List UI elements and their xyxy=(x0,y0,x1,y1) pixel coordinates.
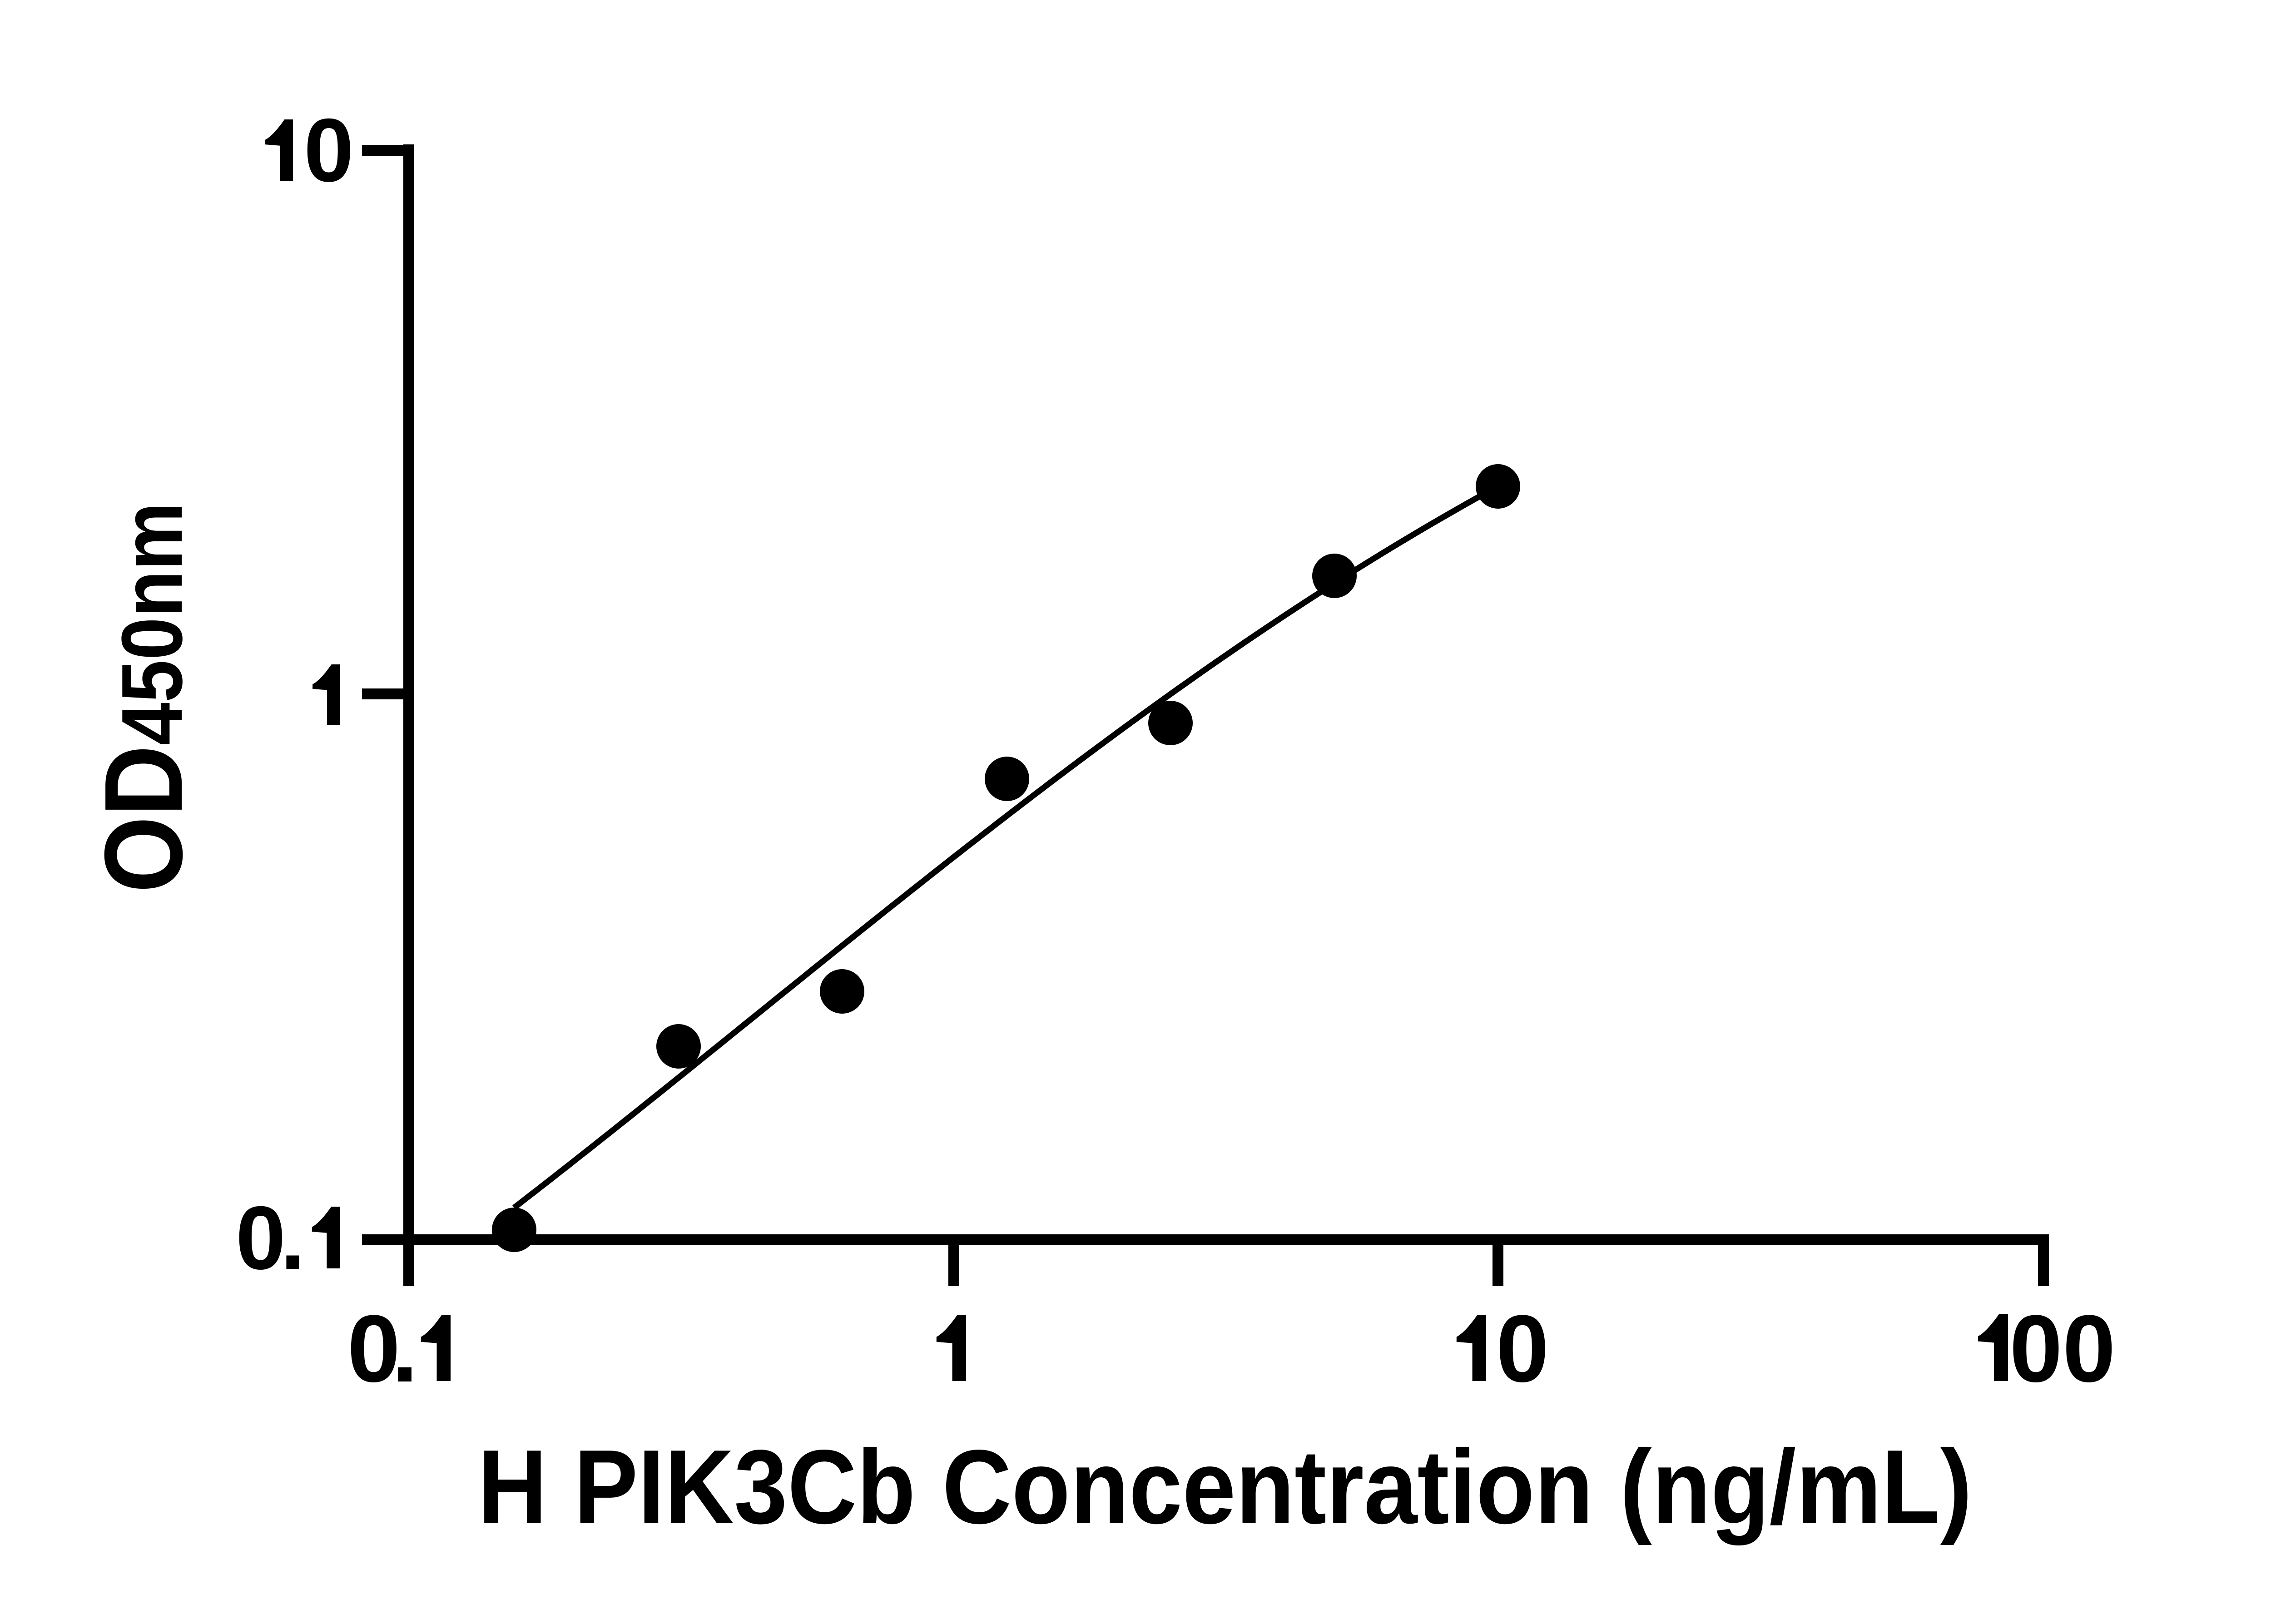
svg-text:00: 00 xyxy=(2009,1295,2116,1402)
svg-text:0: 0 xyxy=(304,100,354,200)
svg-text:.: . xyxy=(392,1295,418,1402)
svg-text:0: 0 xyxy=(347,1295,401,1402)
svg-text:H PIK3Cb Concentration (ng/mL): H PIK3Cb Concentration (ng/mL) xyxy=(478,1428,1972,1546)
svg-text:0: 0 xyxy=(1496,1295,1549,1402)
svg-text:.: . xyxy=(280,1188,305,1288)
svg-text:0: 0 xyxy=(236,1188,286,1288)
